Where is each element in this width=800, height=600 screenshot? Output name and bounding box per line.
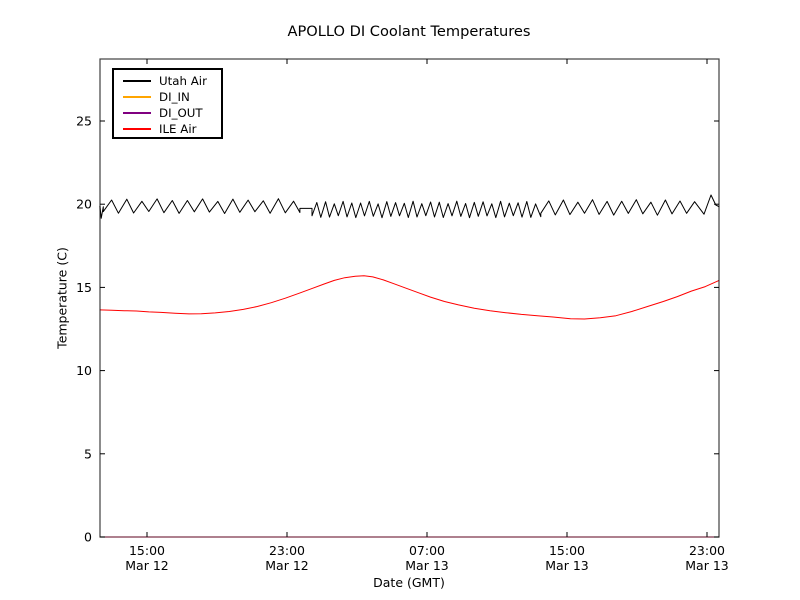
x-axis-label: Date (GMT) — [373, 575, 445, 590]
legend-item-di-out: DI_OUT — [123, 105, 221, 121]
legend-line-di-in — [123, 96, 151, 98]
y-tick-label: 15 — [76, 280, 92, 295]
x-tick-label-date: Mar 13 — [405, 558, 448, 573]
legend-label-di-in: DI_IN — [159, 89, 190, 104]
y-tick-label: 5 — [84, 446, 92, 461]
series-ile-air — [99, 275, 720, 320]
legend-item-ile-air: ILE Air — [123, 121, 221, 137]
legend-line-di-out — [123, 112, 151, 114]
x-tick-label-date: Mar 13 — [545, 558, 588, 573]
x-tick-label-date: Mar 12 — [265, 558, 308, 573]
x-tick-label-time: 07:00 — [409, 543, 445, 558]
legend-line-utah-air — [123, 80, 151, 82]
legend-label-ile-air: ILE Air — [159, 121, 197, 136]
y-tick-label: 25 — [76, 114, 92, 129]
x-tick-label-date: Mar 13 — [685, 558, 728, 573]
y-tick-label: 0 — [84, 530, 92, 545]
series-utah-air — [99, 194, 720, 219]
legend-label-utah-air: Utah Air — [159, 73, 207, 88]
y-axis-label: Temperature (C) — [54, 247, 70, 349]
x-tick-label-time: 15:00 — [129, 543, 165, 558]
x-tick-label-date: Mar 12 — [125, 558, 168, 573]
legend-item-utah-air: Utah Air — [123, 73, 221, 89]
legend-label-di-out: DI_OUT — [159, 105, 203, 120]
y-tick-label: 10 — [76, 363, 92, 378]
x-tick-label-time: 15:00 — [549, 543, 585, 558]
legend-item-di-in: DI_IN — [123, 89, 221, 105]
legend: Utah Air DI_IN DI_OUT ILE Air — [112, 68, 223, 139]
x-tick-label-time: 23:00 — [689, 543, 725, 558]
legend-line-ile-air — [123, 128, 151, 130]
x-tick-label-time: 23:00 — [269, 543, 305, 558]
plot-area — [99, 58, 720, 538]
chart-title: APOLLO DI Coolant Temperatures — [287, 23, 531, 40]
y-tick-label: 20 — [76, 197, 92, 212]
